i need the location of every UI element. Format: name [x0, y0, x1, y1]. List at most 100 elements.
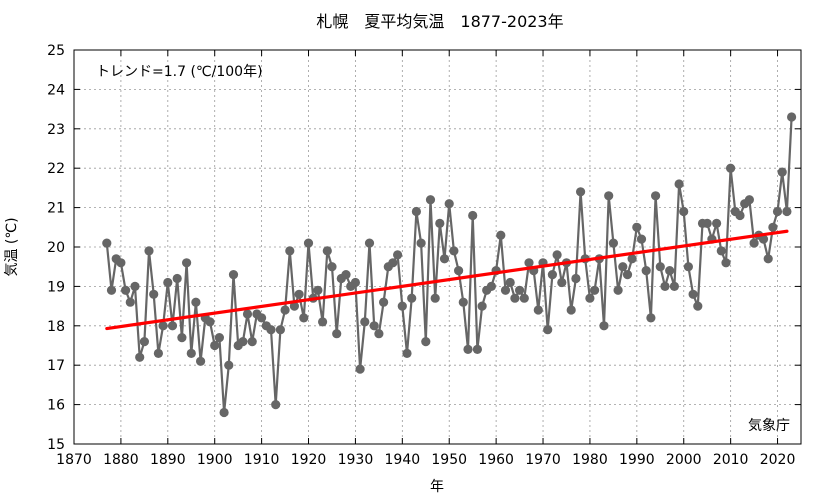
data-point — [163, 277, 173, 288]
x-tick-label: 1990 — [619, 452, 655, 468]
data-point — [407, 293, 417, 303]
data-point — [500, 285, 511, 295]
data-point — [411, 206, 421, 217]
data-point — [210, 340, 220, 351]
data-point — [139, 337, 149, 347]
data-point — [674, 179, 684, 189]
data-point — [566, 305, 576, 315]
data-point — [716, 246, 726, 256]
data-point — [327, 262, 337, 272]
data-point — [116, 258, 126, 268]
data-point — [632, 222, 642, 232]
data-point — [130, 281, 140, 291]
data-point — [364, 238, 375, 248]
x-tick-label: 1960 — [478, 452, 514, 468]
data-point — [519, 293, 529, 303]
data-point — [749, 238, 759, 248]
data-point — [444, 199, 454, 209]
x-tick-label: 2010 — [713, 452, 749, 468]
data-point — [196, 356, 206, 366]
data-point — [322, 246, 332, 256]
data-point — [425, 195, 436, 205]
data-point — [505, 277, 515, 288]
data-point — [257, 313, 267, 323]
x-tick-label: 1870 — [56, 452, 92, 468]
data-point — [125, 297, 135, 307]
data-point — [655, 262, 665, 272]
data-point — [782, 206, 792, 217]
data-point — [604, 191, 614, 201]
data-point — [613, 285, 623, 295]
data-point — [533, 305, 543, 315]
data-point — [379, 297, 389, 307]
data-point — [106, 285, 117, 295]
data-point — [721, 258, 731, 268]
data-point — [477, 301, 487, 311]
data-point — [318, 317, 328, 327]
data-point — [683, 262, 694, 272]
y-tick-label: 19 — [47, 279, 65, 295]
data-point — [172, 273, 182, 284]
y-axis-label: 気温 (℃) — [4, 217, 20, 276]
x-axis-label: 年 — [430, 479, 444, 495]
y-tick-label: 22 — [47, 161, 65, 177]
data-point — [651, 191, 661, 201]
x-tick-label: 1910 — [244, 452, 280, 468]
data-point — [430, 293, 440, 303]
data-point — [289, 301, 299, 311]
data-point — [158, 321, 168, 331]
y-tick-label: 24 — [47, 82, 65, 98]
y-tick-label: 18 — [47, 319, 65, 335]
data-point — [599, 321, 609, 331]
data-point — [144, 246, 154, 256]
x-tick-label: 1890 — [150, 452, 186, 468]
data-point — [439, 254, 450, 264]
data-point — [303, 238, 314, 248]
x-tick-label: 1900 — [197, 452, 233, 468]
data-point — [266, 325, 276, 335]
y-tick-label: 21 — [47, 201, 65, 217]
data-point — [167, 321, 178, 331]
data-point — [693, 301, 703, 311]
data-point — [271, 400, 281, 410]
data-point — [510, 293, 520, 303]
data-point — [472, 344, 482, 354]
y-tick-label: 25 — [47, 43, 65, 59]
data-point — [576, 187, 586, 197]
data-point — [393, 250, 403, 260]
data-point — [712, 218, 722, 228]
data-point — [665, 266, 675, 276]
data-point — [313, 285, 323, 295]
data-point — [777, 167, 787, 177]
data-point — [458, 297, 468, 307]
data-point — [294, 289, 304, 299]
data-point — [228, 270, 239, 280]
data-point — [552, 250, 562, 260]
data-point — [679, 206, 689, 217]
data-point — [153, 348, 163, 358]
data-point — [360, 317, 370, 327]
data-point — [299, 313, 309, 323]
x-tick-label: 1970 — [525, 452, 561, 468]
data-point — [768, 222, 778, 232]
data-point — [735, 210, 745, 221]
data-point — [341, 270, 351, 280]
data-point — [636, 234, 647, 244]
data-point — [618, 262, 628, 272]
y-tick-label: 23 — [47, 122, 65, 138]
data-point — [369, 321, 379, 331]
data-point — [402, 348, 412, 358]
data-point — [726, 163, 736, 173]
y-tick-label: 17 — [47, 358, 65, 374]
data-point — [524, 258, 534, 268]
x-tick-label: 1930 — [338, 452, 374, 468]
data-point — [397, 301, 407, 311]
data-point — [355, 364, 365, 374]
data-point — [280, 305, 290, 315]
data-point — [571, 273, 581, 284]
data-point — [463, 344, 473, 354]
data-point — [496, 230, 506, 240]
data-point — [350, 277, 360, 288]
